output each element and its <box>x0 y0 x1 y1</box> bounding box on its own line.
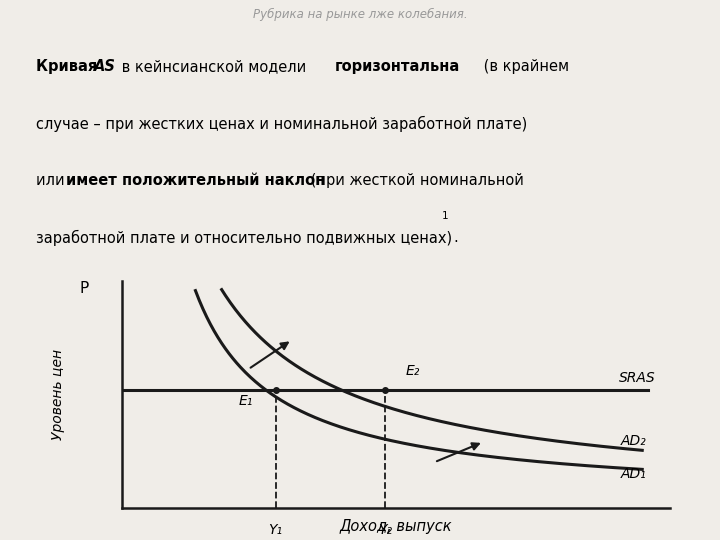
Text: Доход, выпуск: Доход, выпуск <box>340 519 452 534</box>
Text: горизонтальна: горизонтальна <box>335 59 460 75</box>
Text: P: P <box>79 281 89 296</box>
Text: случае – при жестких ценах и номинальной заработной плате): случае – при жестких ценах и номинальной… <box>36 116 527 132</box>
Text: Y₁: Y₁ <box>269 523 283 537</box>
Text: имеет положительный наклон: имеет положительный наклон <box>66 173 325 188</box>
Text: AD₂: AD₂ <box>621 435 646 448</box>
Text: SRAS: SRAS <box>619 372 656 386</box>
Text: (в крайнем: (в крайнем <box>479 59 569 75</box>
Text: AS: AS <box>94 59 115 75</box>
Text: AD₁: AD₁ <box>621 468 646 482</box>
Text: или: или <box>36 173 69 188</box>
Text: 1: 1 <box>441 211 448 221</box>
Text: Рубрика на рынке лже колебания.: Рубрика на рынке лже колебания. <box>253 8 467 21</box>
Text: Y₂: Y₂ <box>378 523 392 537</box>
Text: E₁: E₁ <box>238 394 253 408</box>
Text: (при жесткой номинальной: (при жесткой номинальной <box>306 173 524 188</box>
Text: Уровень цен: Уровень цен <box>50 349 65 440</box>
Text: в кейнсианской модели: в кейнсианской модели <box>117 59 310 75</box>
Text: заработной плате и относительно подвижных ценах): заработной плате и относительно подвижны… <box>36 230 452 246</box>
Text: E₂: E₂ <box>405 364 420 379</box>
Text: .: . <box>454 230 459 245</box>
Text: Кривая: Кривая <box>36 59 102 75</box>
